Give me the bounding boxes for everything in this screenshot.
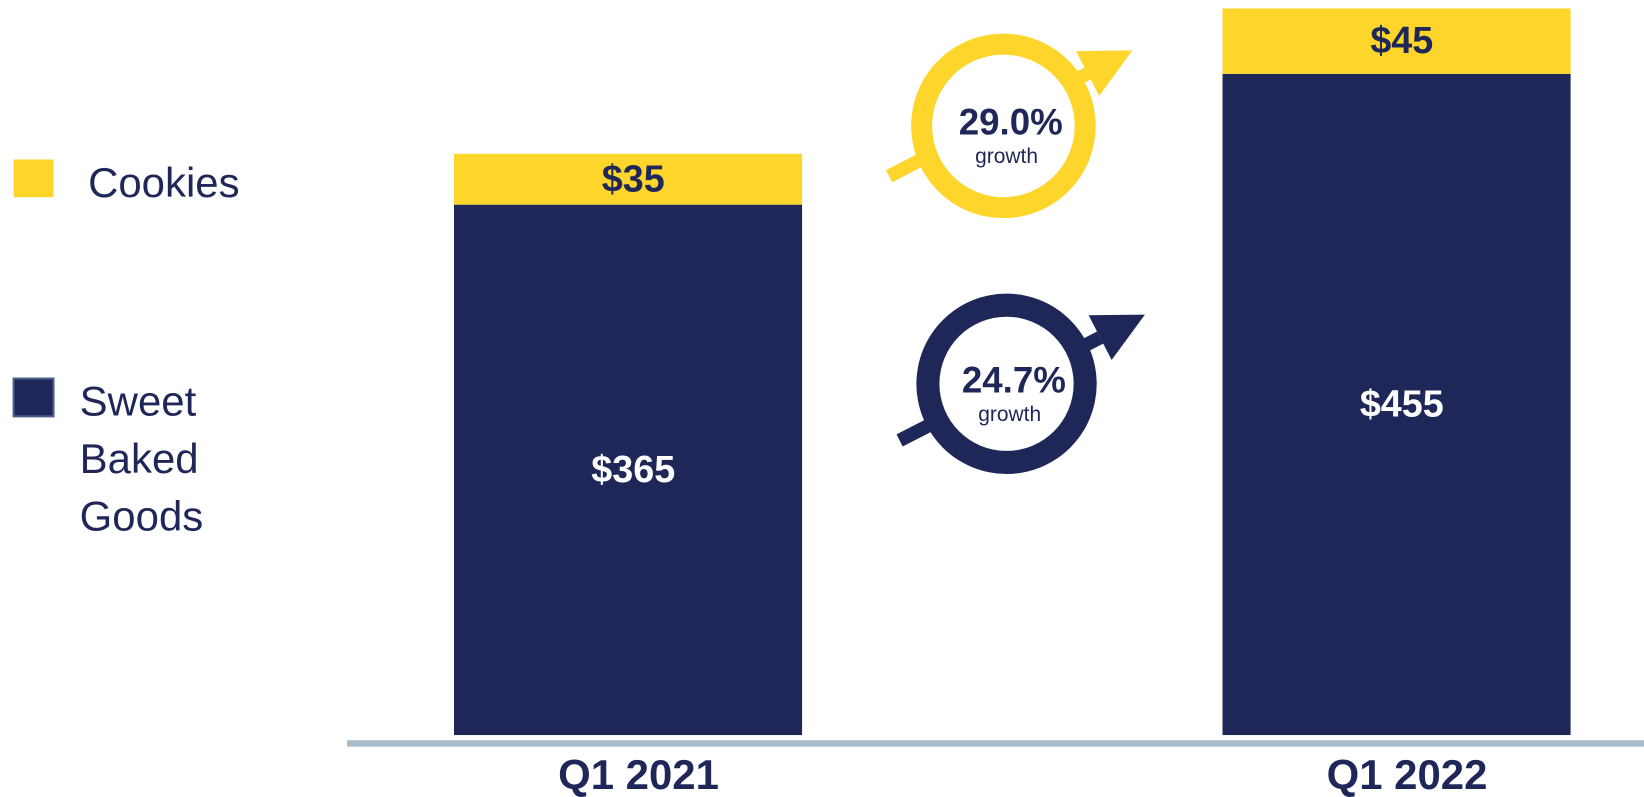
growth-value: 29.0% (959, 102, 1063, 143)
legend-swatch (13, 159, 54, 198)
legend-swatch (12, 377, 55, 418)
legend-item: Cookies (88, 160, 240, 207)
data-label: $35 (602, 157, 665, 199)
bar-segment (1222, 8, 1571, 74)
bar-segment (453, 204, 803, 736)
legend-label: Sweet Baked Goods (79, 378, 204, 541)
growth-inner (932, 54, 1075, 198)
arrow-head (1088, 314, 1145, 360)
growth-inner (939, 316, 1074, 451)
x-tick-label: Q1 2022 (1327, 751, 1488, 797)
legend-item: Sweet Baked Goods (79, 378, 204, 541)
growth-label: growth (978, 403, 1041, 426)
growth-label: growth (975, 145, 1038, 168)
arrow-head (1076, 50, 1133, 96)
data-label: $45 (1370, 19, 1433, 61)
bar-segment (1222, 73, 1571, 736)
legend-label: Cookies (88, 160, 240, 207)
bar-segment (453, 153, 803, 205)
growth-value: 24.7% (962, 359, 1066, 400)
data-label: $455 (1360, 383, 1444, 425)
data-label: $365 (591, 448, 675, 490)
x-tick-label: Q1 2021 (558, 751, 719, 797)
